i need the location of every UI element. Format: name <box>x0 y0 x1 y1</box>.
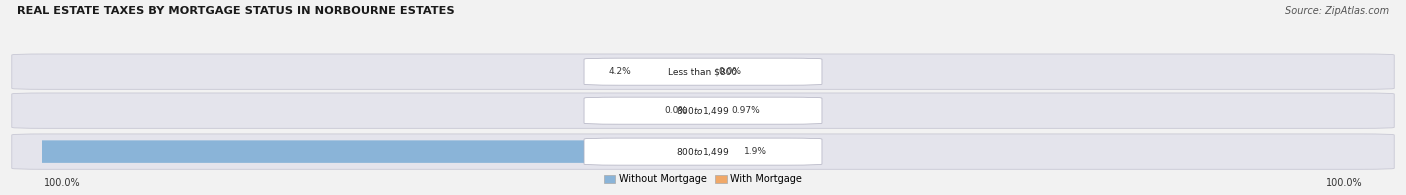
FancyBboxPatch shape <box>11 93 1395 128</box>
FancyBboxPatch shape <box>640 60 711 83</box>
Text: 0.97%: 0.97% <box>731 106 761 115</box>
Text: 100.0%: 100.0% <box>1326 178 1362 188</box>
FancyBboxPatch shape <box>11 134 1395 169</box>
FancyBboxPatch shape <box>583 97 823 124</box>
FancyBboxPatch shape <box>583 58 823 85</box>
Text: 4.2%: 4.2% <box>609 67 631 76</box>
Text: 0.0%: 0.0% <box>664 106 688 115</box>
FancyBboxPatch shape <box>0 140 711 163</box>
Legend: Without Mortgage, With Mortgage: Without Mortgage, With Mortgage <box>600 170 806 188</box>
Text: Less than $800: Less than $800 <box>668 67 738 76</box>
Text: 100.0%: 100.0% <box>44 178 80 188</box>
Text: $800 to $1,499: $800 to $1,499 <box>676 146 730 158</box>
FancyBboxPatch shape <box>11 54 1395 89</box>
FancyBboxPatch shape <box>695 140 737 163</box>
Text: $800 to $1,499: $800 to $1,499 <box>676 105 730 117</box>
Text: 0.0%: 0.0% <box>718 67 742 76</box>
Text: Source: ZipAtlas.com: Source: ZipAtlas.com <box>1285 6 1389 16</box>
Text: 1.9%: 1.9% <box>744 147 766 156</box>
Text: REAL ESTATE TAXES BY MORTGAGE STATUS IN NORBOURNE ESTATES: REAL ESTATE TAXES BY MORTGAGE STATUS IN … <box>17 6 454 16</box>
FancyBboxPatch shape <box>695 99 724 122</box>
FancyBboxPatch shape <box>583 138 823 165</box>
